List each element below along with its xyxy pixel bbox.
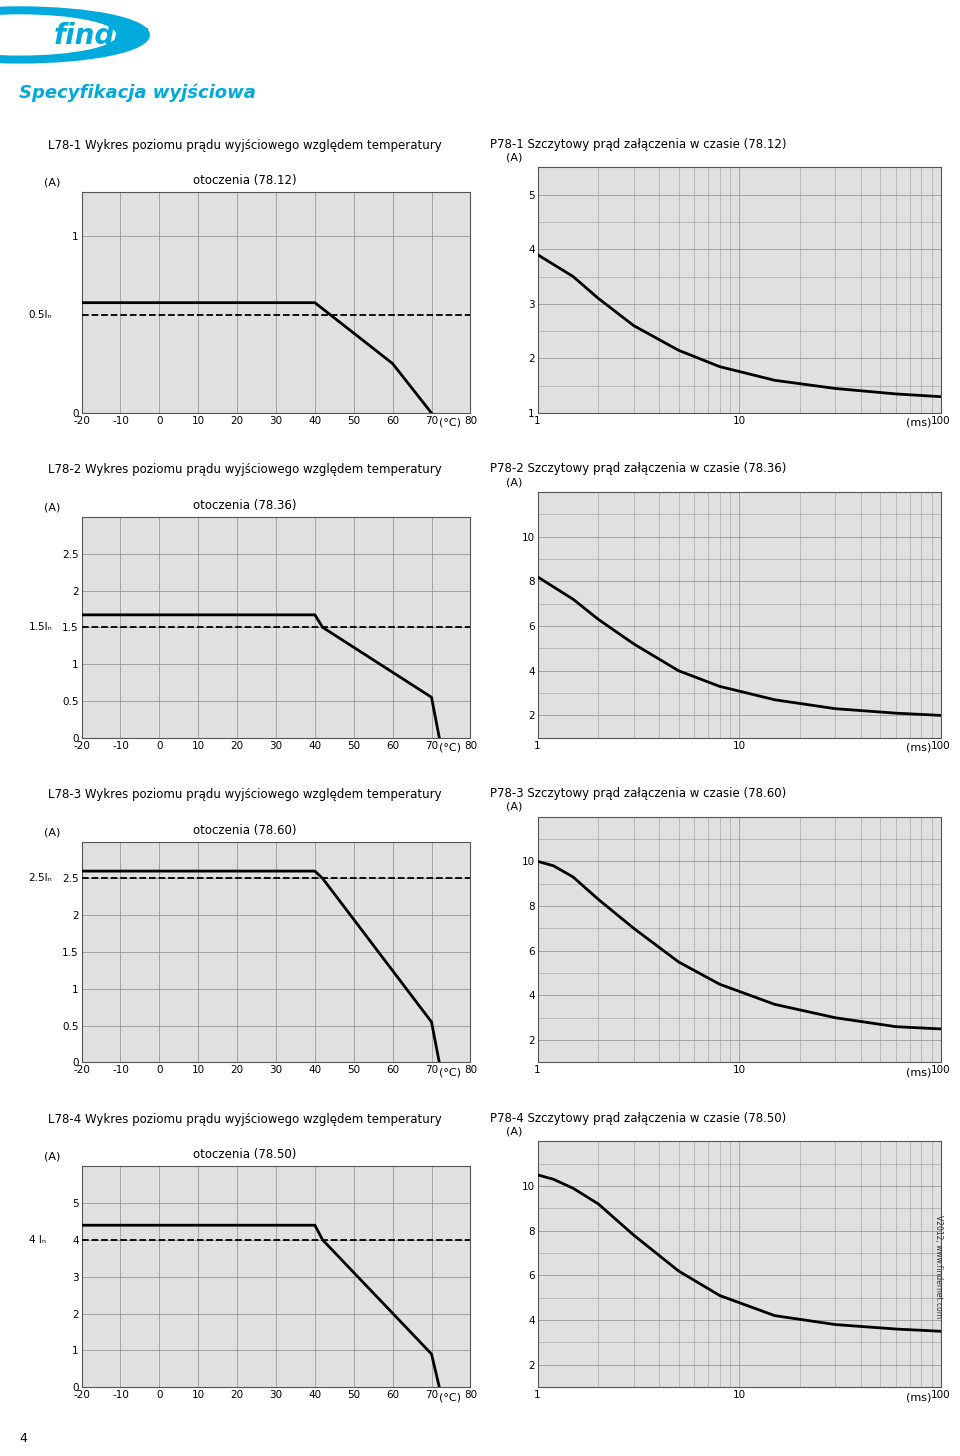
Text: (A): (A) [44,502,60,513]
Circle shape [0,9,148,61]
Text: 1.5Iₙ: 1.5Iₙ [29,622,52,632]
Text: 0.5Iₙ: 0.5Iₙ [29,310,52,320]
Text: (A): (A) [44,1152,60,1162]
Text: (A): (A) [507,1127,523,1137]
Text: L78-1 Wykres poziomu prądu wyjściowego względem temperatury: L78-1 Wykres poziomu prądu wyjściowego w… [48,138,442,151]
Text: (°C): (°C) [440,418,462,428]
Text: (A): (A) [507,478,523,488]
Text: L78-4 Wykres poziomu prądu wyjściowego względem temperatury: L78-4 Wykres poziomu prądu wyjściowego w… [48,1112,442,1125]
Text: P78-1 Szczytowy prąd załączenia w czasie (78.12): P78-1 Szczytowy prąd załączenia w czasie… [490,137,786,150]
Text: otoczenia (78.36): otoczenia (78.36) [193,499,297,513]
Text: V2012, www.findernet.com: V2012, www.findernet.com [934,1216,943,1318]
Text: otoczenia (78.50): otoczenia (78.50) [193,1149,297,1162]
Text: (°C): (°C) [440,1067,462,1077]
Text: (A): (A) [507,153,523,163]
Text: 4 Iₙ: 4 Iₙ [29,1235,45,1245]
Text: P78-4 Szczytowy prąd załączenia w czasie (78.50): P78-4 Szczytowy prąd załączenia w czasie… [490,1111,786,1124]
Text: L78-2 Wykres poziomu prądu wyjściowego względem temperatury: L78-2 Wykres poziomu prądu wyjściowego w… [48,463,442,476]
Text: Specyfikacja wyjściowa: Specyfikacja wyjściowa [19,84,256,102]
Text: L78-3 Wykres poziomu prądu wyjściowego względem temperatury: L78-3 Wykres poziomu prądu wyjściowego w… [48,788,442,801]
Text: Seria 78 - Zasilacze impulsowe: Seria 78 - Zasilacze impulsowe [467,25,829,45]
Text: (°C): (°C) [440,743,462,753]
Text: (A): (A) [507,802,523,812]
Text: (ms): (ms) [906,418,932,428]
Text: 2.5Iₙ: 2.5Iₙ [29,874,52,884]
Text: (A): (A) [44,178,60,188]
Text: (ms): (ms) [906,1392,932,1402]
Text: (ms): (ms) [906,743,932,753]
Circle shape [0,15,116,55]
Text: P78-2 Szczytowy prąd załączenia w czasie (78.36): P78-2 Szczytowy prąd załączenia w czasie… [490,462,786,475]
Text: (ms): (ms) [906,1067,932,1077]
Text: otoczenia (78.12): otoczenia (78.12) [193,175,297,188]
Text: P78-3 Szczytowy prąd załączenia w czasie (78.60): P78-3 Szczytowy prąd załączenia w czasie… [490,786,786,799]
Text: 4: 4 [19,1433,27,1444]
Text: (A): (A) [44,827,60,837]
Text: otoczenia (78.60): otoczenia (78.60) [193,824,297,837]
Text: (°C): (°C) [440,1392,462,1402]
Text: finder: finder [54,22,148,51]
